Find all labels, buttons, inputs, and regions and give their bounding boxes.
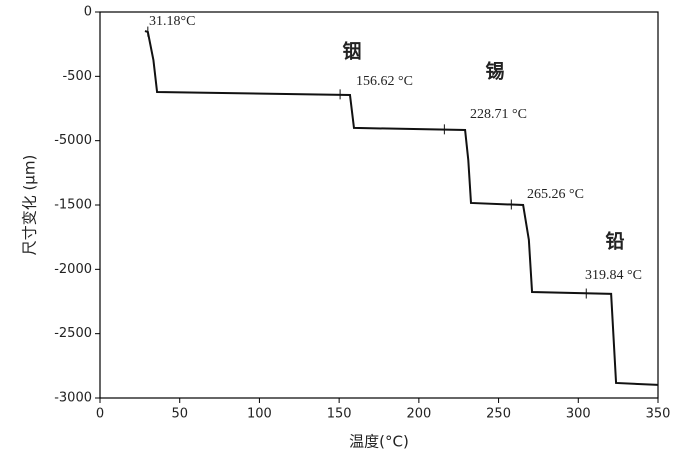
metal-label: 锡	[485, 60, 504, 83]
x-tick-label: 150	[327, 407, 352, 422]
annotation: 31.18°C	[149, 14, 195, 29]
annotation: 319.84 °C	[585, 268, 642, 283]
annotation: 156.62 °C	[356, 74, 413, 89]
annotation: 265.26 °C	[527, 187, 584, 202]
y-tick-label: 0	[84, 5, 92, 20]
metal-label: 铅	[605, 230, 624, 253]
y-tick-label: -5000	[54, 133, 92, 148]
y-tick-label: -2000	[54, 262, 92, 277]
y-tick-label: -1500	[54, 198, 92, 213]
data-line	[144, 30, 659, 386]
y-tick-label: -3000	[54, 391, 92, 406]
y-tick-label: -2500	[54, 326, 92, 341]
x-axis-label: 温度(°C)	[349, 433, 409, 451]
y-tick-label: -500	[62, 69, 92, 84]
x-tick-label: 50	[171, 407, 188, 422]
metal-label: 铟	[342, 40, 361, 63]
x-tick-label: 300	[566, 407, 591, 422]
plot-frame	[99, 11, 659, 399]
annotation: 228.71 °C	[470, 107, 527, 122]
x-tick-label: 100	[247, 407, 272, 422]
x-tick-label: 250	[486, 407, 511, 422]
x-tick-label: 0	[96, 407, 104, 422]
y-axis-label: 尺寸变化 (µm)	[21, 155, 39, 256]
x-tick-label: 350	[646, 407, 671, 422]
x-tick-label: 200	[406, 407, 431, 422]
